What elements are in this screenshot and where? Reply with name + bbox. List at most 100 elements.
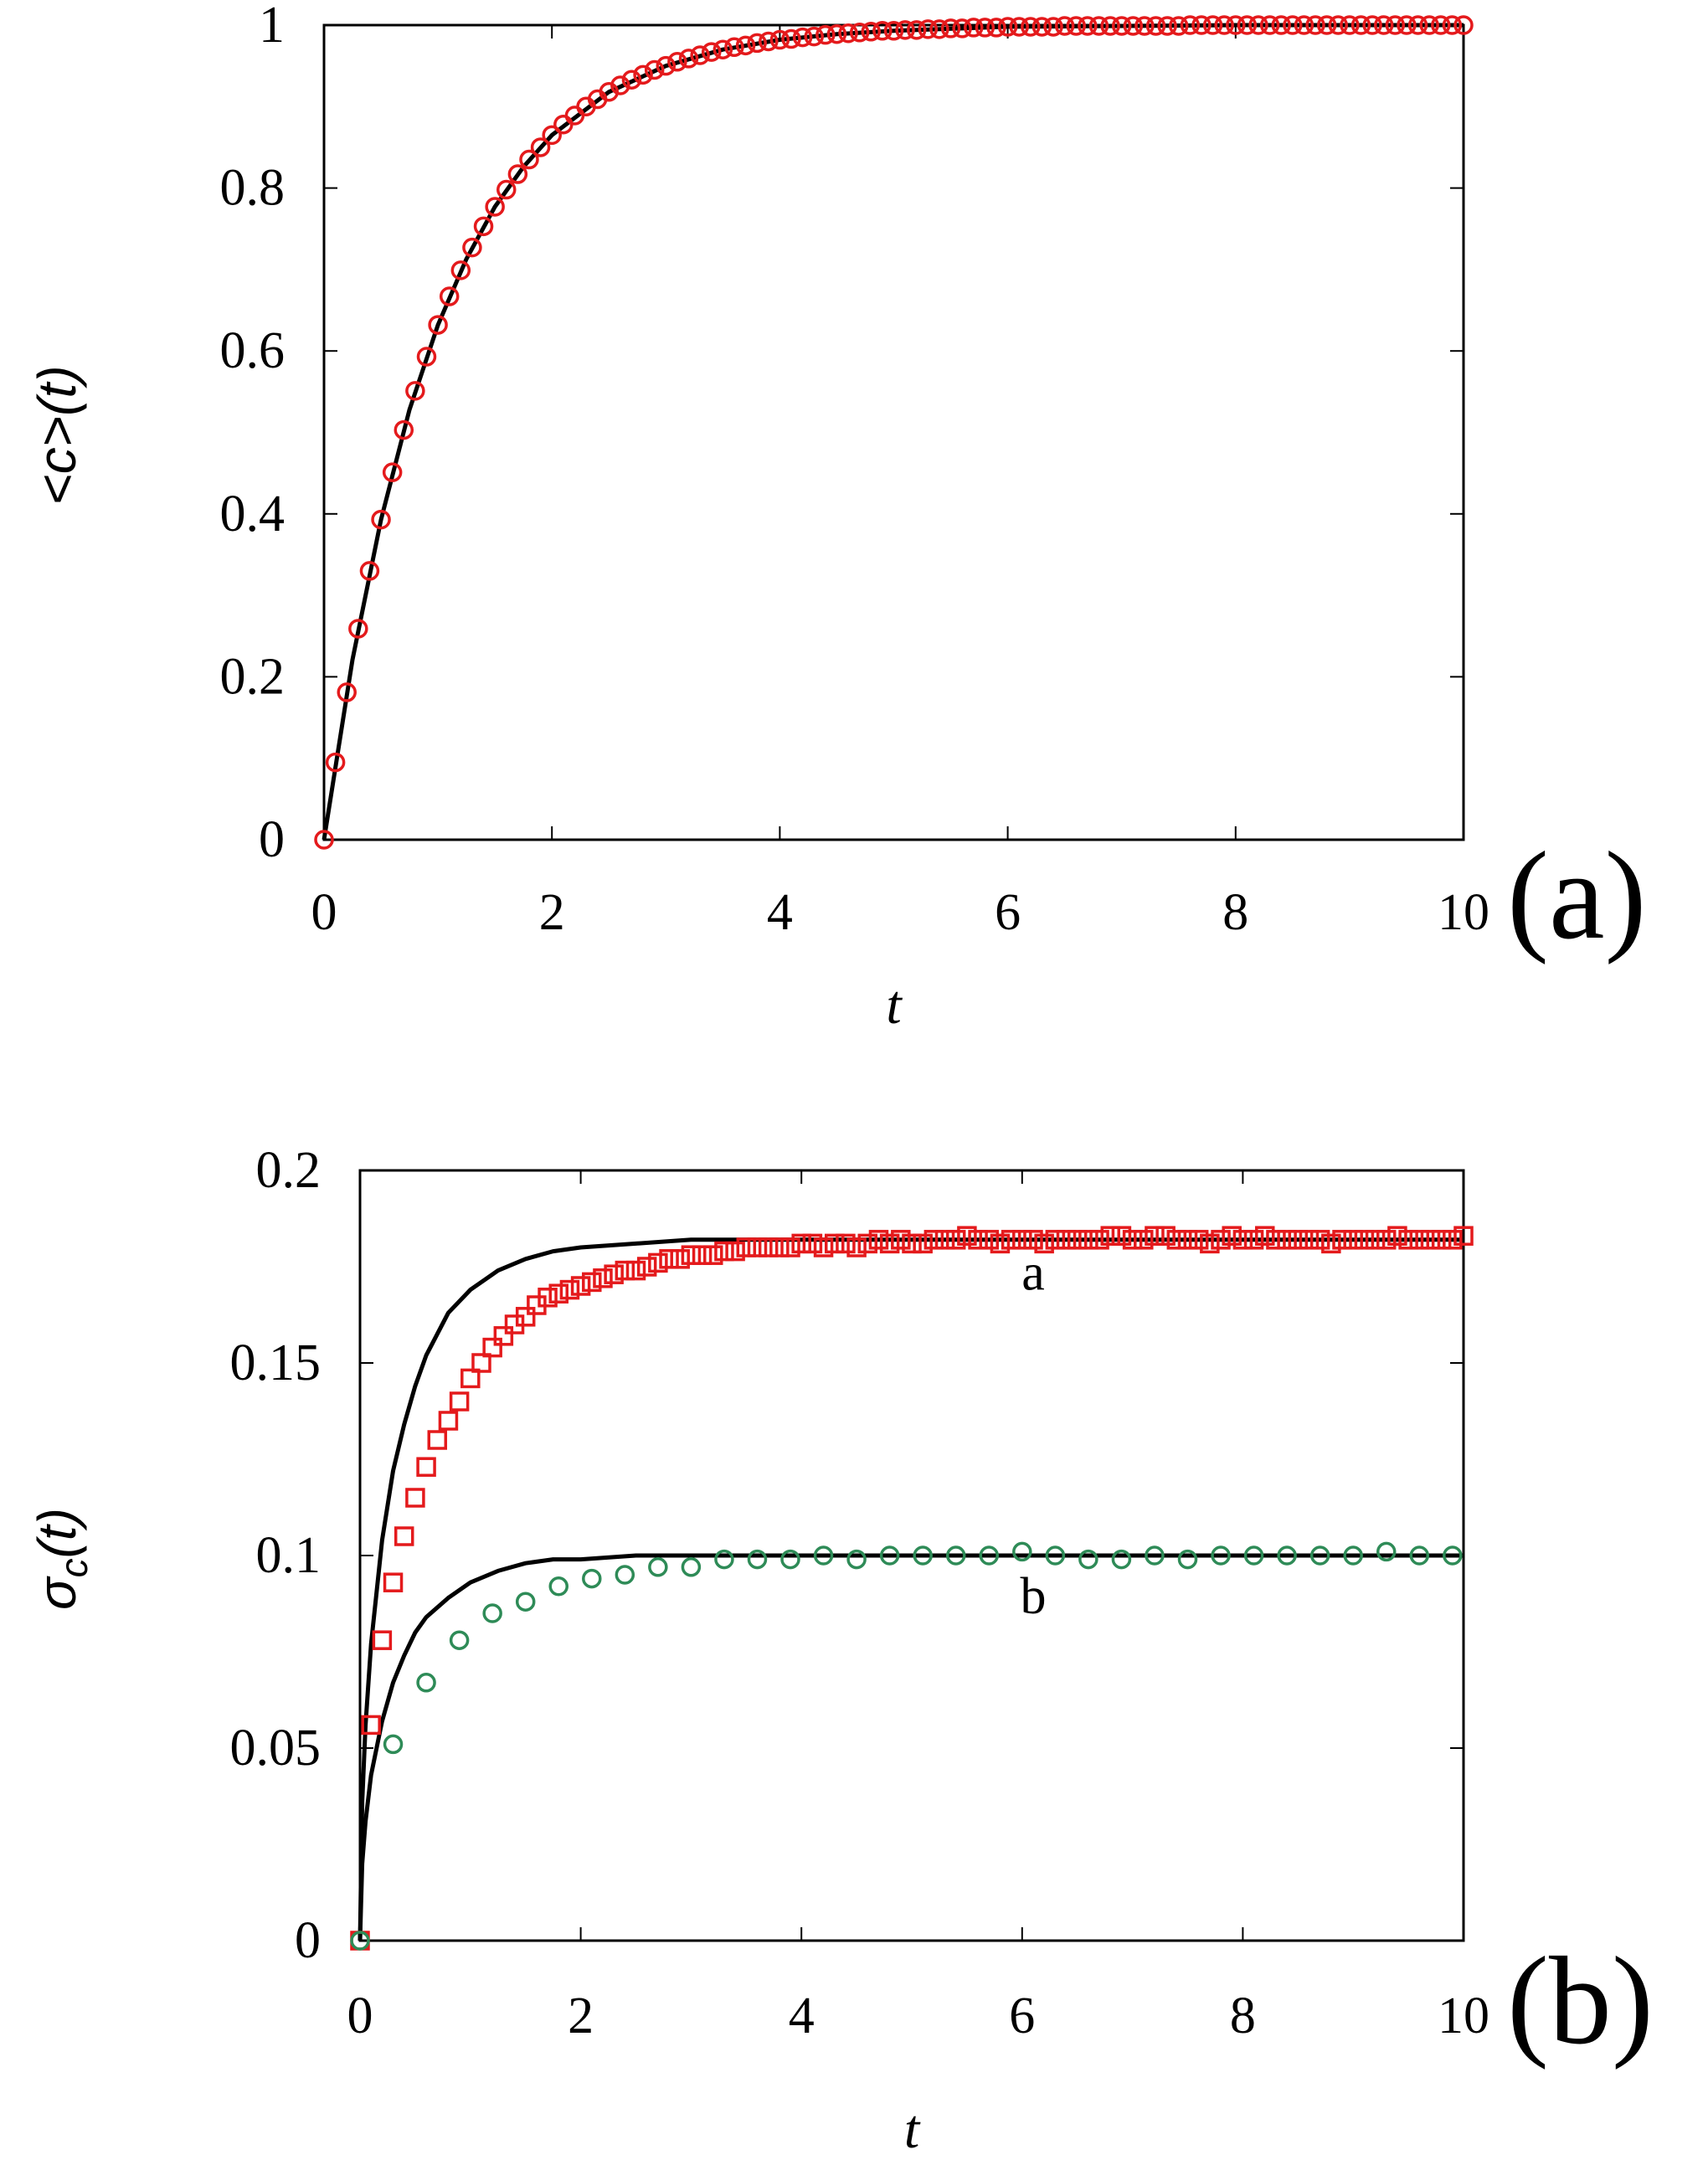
y-tick-label: 0 xyxy=(259,811,285,868)
data-point-circle xyxy=(747,33,767,54)
data-point-circle xyxy=(813,1545,834,1566)
data-point-square xyxy=(659,1249,679,1269)
data-point-square xyxy=(913,1233,933,1254)
series-annotation: b xyxy=(1020,1568,1046,1625)
data-point-circle xyxy=(394,419,414,440)
data-point-circle xyxy=(314,830,334,850)
data-point-circle xyxy=(1123,16,1144,36)
data-point-circle xyxy=(681,1557,702,1577)
data-point-square xyxy=(394,1526,414,1546)
data-point-square xyxy=(361,1715,381,1736)
data-point-circle xyxy=(735,35,756,56)
y-tick-label: 1 xyxy=(259,0,285,54)
data-point-square xyxy=(372,1630,393,1650)
data-point-square xyxy=(427,1430,448,1450)
data-point-square xyxy=(979,1230,1000,1250)
data-point-circle xyxy=(895,20,915,40)
data-point-circle xyxy=(1340,15,1360,35)
data-point-circle xyxy=(906,20,927,40)
data-point-circle xyxy=(350,1931,370,1951)
data-point-square xyxy=(1409,1230,1430,1250)
data-point-square xyxy=(681,1245,702,1265)
data-point-circle xyxy=(804,26,824,47)
data-point-circle xyxy=(1021,17,1041,37)
plot-frame xyxy=(322,23,1465,841)
data-point-square xyxy=(1134,1230,1154,1250)
data-point-square xyxy=(670,1249,690,1269)
y-axis-label-sub: c xyxy=(52,1558,95,1577)
data-point-square xyxy=(1222,1226,1242,1246)
data-point-square xyxy=(548,1283,568,1304)
data-point-circle xyxy=(781,28,801,49)
data-point-circle xyxy=(1443,1545,1463,1566)
data-point-square xyxy=(945,1230,966,1250)
y-tick-label: 0.2 xyxy=(220,648,286,705)
data-point-circle xyxy=(1328,15,1349,35)
y-tick-label: 0.05 xyxy=(230,1720,322,1777)
data-point-circle xyxy=(1283,15,1303,35)
data-point-circle xyxy=(872,21,893,41)
data-point-square xyxy=(1288,1230,1309,1250)
x-tick-label: 6 xyxy=(995,884,1021,941)
data-point-circle xyxy=(815,24,836,45)
fit-curve xyxy=(358,1237,1464,1941)
x-tick-label: 4 xyxy=(767,884,793,941)
x-axis-label: t xyxy=(886,975,903,1036)
data-point-square xyxy=(570,1276,591,1296)
data-point-square xyxy=(968,1230,988,1250)
data-point-circle xyxy=(849,23,870,43)
data-point-circle xyxy=(826,23,847,44)
y-tick-label: 0.15 xyxy=(230,1334,322,1391)
series-annotation: a xyxy=(1021,1245,1045,1302)
y-axis-label-main: σ xyxy=(27,1576,87,1610)
data-point-circle xyxy=(879,1545,900,1566)
fit-curve xyxy=(322,23,1464,841)
data-point-circle xyxy=(449,1630,470,1650)
data-point-square xyxy=(416,1457,436,1477)
data-point-square xyxy=(405,1488,425,1508)
data-point-square xyxy=(846,1237,867,1257)
x-tick-label: 2 xyxy=(539,884,565,941)
data-point-circle xyxy=(1191,15,1212,35)
data-point-square xyxy=(625,1260,646,1281)
data-point-square xyxy=(747,1237,768,1257)
data-point-circle xyxy=(713,39,733,59)
data-point-square xyxy=(1166,1230,1187,1250)
data-point-square xyxy=(1443,1230,1463,1250)
data-point-circle xyxy=(952,18,972,39)
data-point-circle xyxy=(1031,17,1052,37)
data-point-square xyxy=(383,1572,404,1592)
data-point-square xyxy=(1200,1233,1220,1254)
data-point-circle xyxy=(945,1545,966,1566)
data-point-circle xyxy=(1248,15,1268,35)
data-point-circle xyxy=(548,1576,568,1597)
y-tick-label: 0.8 xyxy=(220,160,286,217)
data-point-circle xyxy=(1078,16,1098,36)
data-point-square xyxy=(813,1237,834,1257)
data-point-square xyxy=(736,1237,757,1257)
data-point-square xyxy=(482,1337,502,1358)
data-point-square xyxy=(1067,1230,1088,1250)
data-point-circle xyxy=(1009,17,1029,37)
data-point-circle xyxy=(714,1549,734,1570)
data-point-circle xyxy=(759,31,779,52)
data-point-circle xyxy=(690,45,710,65)
data-point-circle xyxy=(918,19,939,39)
x-tick-label: 0 xyxy=(311,884,337,941)
data-point-square xyxy=(1177,1230,1198,1250)
data-point-square xyxy=(538,1288,558,1308)
data-point-square xyxy=(692,1245,713,1265)
data-point-square xyxy=(1100,1226,1120,1246)
data-point-circle xyxy=(382,462,403,482)
data-point-circle xyxy=(1145,1545,1165,1566)
data-point-circle xyxy=(940,18,961,39)
data-point-circle xyxy=(473,216,494,237)
data-point-circle xyxy=(1180,15,1201,35)
panel-a: 0 2 4 6 8 10 0 0.2 0.4 0.6 0.8 1 t <c>(t) (a) xyxy=(27,0,1646,1036)
data-point-circle xyxy=(1305,15,1325,35)
data-point-square xyxy=(1122,1230,1143,1250)
data-point-circle xyxy=(439,286,460,306)
data-point-circle xyxy=(1088,16,1109,36)
data-point-square xyxy=(1299,1230,1320,1250)
